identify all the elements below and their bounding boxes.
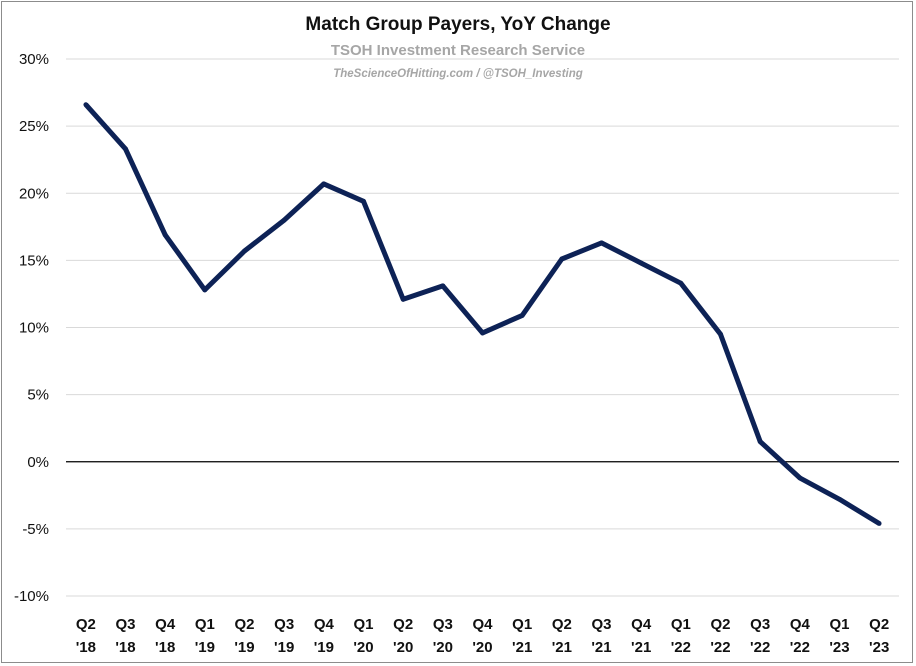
data-point — [797, 475, 803, 481]
y-tick-label: 0% — [27, 454, 49, 471]
x-tick-label-year: '22 — [710, 639, 730, 656]
x-tick-label-year: '20 — [433, 639, 453, 656]
data-point — [678, 280, 684, 286]
data-point — [837, 496, 842, 502]
x-tick-label-quarter: Q2 — [552, 616, 572, 633]
y-axis-tick-labels: -10% -5% 0% 5% 10% 15% 20% 25% 30% — [14, 51, 49, 605]
data-point — [361, 198, 366, 204]
y-tick-label: 5% — [27, 387, 49, 404]
gridlines — [66, 58, 899, 597]
data-point — [202, 287, 208, 293]
x-tick-label-quarter: Q4 — [631, 616, 652, 633]
data-point — [440, 283, 446, 289]
data-point — [599, 240, 604, 246]
chart-subtitle: TSOH Investment Research Service — [330, 42, 586, 59]
data-point — [162, 232, 168, 238]
x-tick-label-quarter: Q1 — [195, 616, 215, 633]
data-point — [757, 439, 763, 445]
x-tick-label-year: '22 — [790, 639, 810, 656]
data-point — [559, 256, 565, 262]
x-axis-tick-labels: Q2 '18 Q3 '18 Q4 '18 Q1 '19 Q2 '19 Q3 '19 Q4 '19 Q1 '20… — [76, 616, 890, 656]
x-tick-label-year: '19 — [314, 639, 334, 656]
data-point — [638, 260, 644, 266]
x-tick-label-quarter: Q3 — [750, 616, 770, 633]
x-tick-label-quarter: Q4 — [155, 616, 176, 633]
x-tick-label-year: '23 — [829, 639, 849, 656]
y-tick-label: 15% — [19, 252, 49, 269]
x-tick-label-year: '19 — [195, 639, 215, 656]
y-tick-label: 20% — [19, 185, 49, 202]
data-point — [242, 248, 247, 254]
x-tick-label-quarter: Q1 — [353, 616, 373, 633]
x-tick-label-quarter: Q1 — [829, 616, 849, 633]
x-tick-label-quarter: Q2 — [76, 616, 96, 633]
x-tick-label-year: '21 — [552, 639, 572, 656]
x-tick-label-quarter: Q1 — [512, 616, 532, 633]
x-tick-label-year: '21 — [512, 639, 532, 656]
x-tick-label-quarter: Q3 — [591, 616, 611, 633]
x-tick-label-quarter: Q4 — [790, 616, 811, 633]
x-tick-label-year: '20 — [472, 639, 492, 656]
x-tick-label-quarter: Q2 — [869, 616, 889, 633]
x-tick-label-year: '18 — [155, 639, 175, 656]
data-point — [718, 331, 723, 337]
x-tick-label-quarter: Q3 — [274, 616, 294, 633]
y-tick-label: -5% — [22, 521, 49, 538]
x-tick-label-year: '19 — [274, 639, 294, 656]
x-tick-label-quarter: Q3 — [433, 616, 453, 633]
data-point — [480, 330, 485, 336]
x-tick-label-year: '21 — [591, 639, 611, 656]
x-tick-label-year: '19 — [234, 639, 254, 656]
series-line — [83, 102, 881, 526]
x-tick-label-year: '21 — [631, 639, 651, 656]
x-tick-label-quarter: Q2 — [393, 616, 413, 633]
data-point — [519, 313, 525, 318]
x-tick-label-year: '23 — [869, 639, 889, 656]
y-tick-label: 10% — [19, 320, 49, 337]
data-point — [123, 146, 128, 152]
x-tick-label-quarter: Q2 — [234, 616, 254, 633]
data-point — [321, 181, 327, 187]
x-tick-label-quarter: Q1 — [671, 616, 691, 633]
data-point — [876, 521, 882, 526]
y-tick-label: 30% — [19, 51, 49, 68]
chart-title: Match Group Payers, YoY Change — [305, 14, 611, 35]
x-tick-label-quarter: Q4 — [472, 616, 493, 633]
data-point — [281, 217, 287, 223]
x-tick-label-year: '18 — [115, 639, 135, 656]
chart-byline: TheScienceOfHitting.com / @TSOH_Investin… — [333, 68, 583, 80]
x-tick-label-year: '22 — [671, 639, 691, 656]
y-tick-label: -10% — [14, 588, 49, 605]
data-point — [400, 296, 406, 302]
series-layer — [83, 102, 882, 526]
data-point — [83, 102, 89, 108]
y-tick-label: 25% — [19, 118, 49, 135]
x-tick-label-year: '20 — [393, 639, 413, 656]
x-tick-label-quarter: Q2 — [710, 616, 730, 633]
x-tick-label-year: '18 — [76, 639, 96, 656]
x-tick-label-year: '22 — [750, 639, 770, 656]
x-tick-label-quarter: Q4 — [314, 616, 335, 633]
x-tick-label-year: '20 — [353, 639, 373, 656]
x-tick-label-quarter: Q3 — [115, 616, 135, 633]
